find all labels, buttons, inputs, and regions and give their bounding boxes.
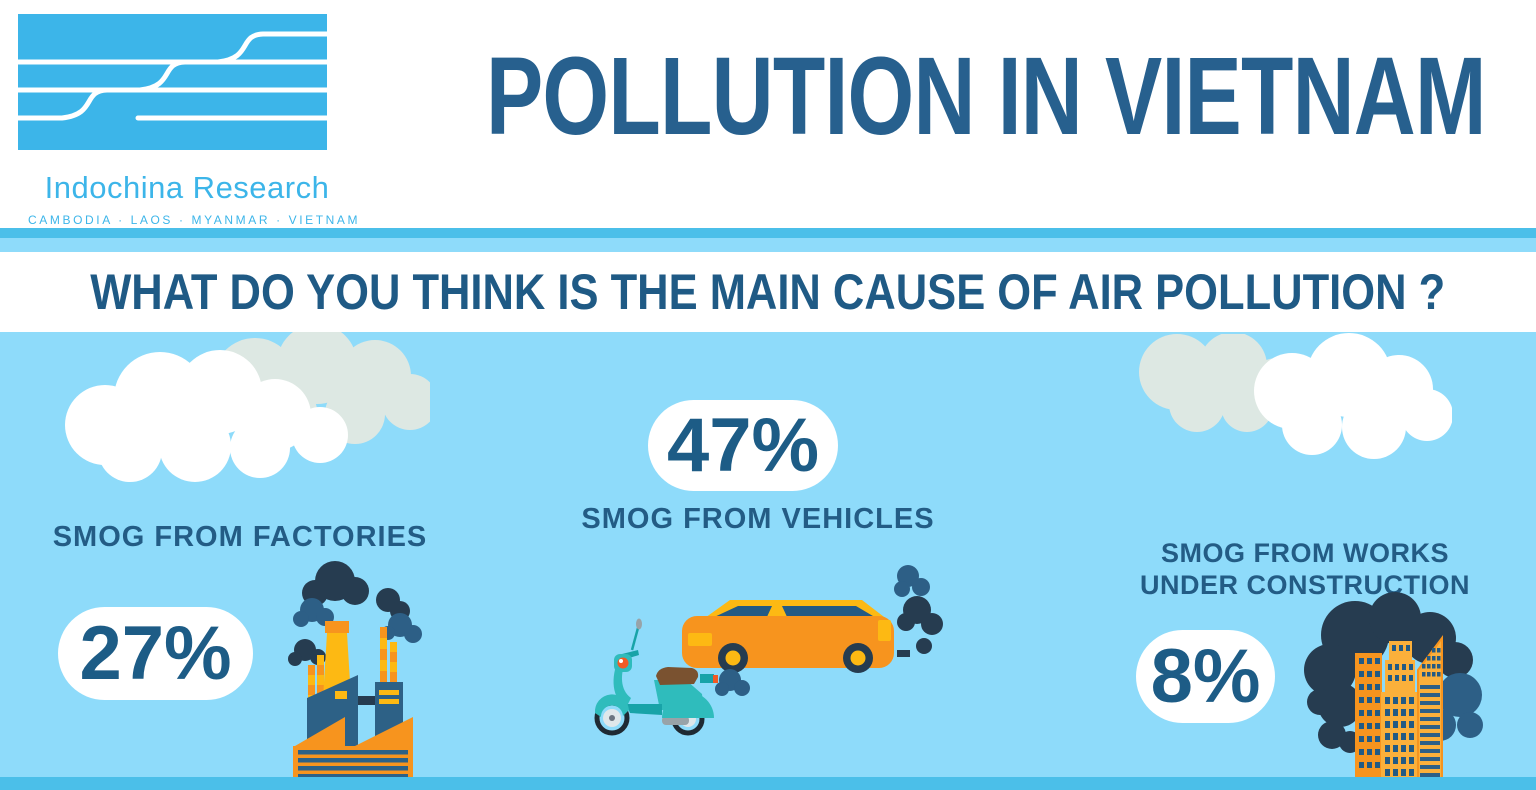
cloud-white-right-icon [1254,333,1452,459]
factories-value: 27% [79,611,232,696]
vehicles-smog-icon [594,565,943,736]
factories-value-badge: 27% [58,607,253,700]
brand-countries: CAMBODIA · LAOS · MYANMAR · VIETNAM [28,213,361,227]
construction-value-badge: 8% [1136,630,1275,723]
question-band: WHAT DO YOU THINK IS THE MAIN CAUSE OF A… [0,252,1536,332]
vehicles-value-badge: 47% [648,400,838,491]
footer-bar [0,777,1536,790]
header-divider [0,228,1536,238]
brand-name: Indochina Research [44,170,330,205]
construction-smog-icon [1304,592,1483,781]
header: Indochina Research CAMBODIA · LAOS · MYA… [0,0,1536,228]
question-text: WHAT DO YOU THINK IS THE MAIN CAUSE OF A… [90,264,1446,320]
construction-value: 8% [1150,634,1261,719]
page-title: POLLUTION IN VIETNAM [485,35,1486,158]
factory-smog-icon [288,561,422,779]
waves-icon [15,14,330,150]
logo: Indochina Research CAMBODIA · LAOS · MYA… [15,14,358,227]
cloud-white-left-icon [65,350,348,482]
vehicles-label: SMOG FROM VEHICLES [581,503,935,535]
factories-label: SMOG FROM FACTORIES [52,521,428,553]
construction-label: SMOG FROM WORKS UNDER CONSTRUCTION [1125,538,1485,602]
construction-label-line2: UNDER CONSTRUCTION [1140,569,1470,600]
construction-label-line1: SMOG FROM WORKS [1161,538,1449,568]
vehicles-value: 47% [666,403,820,488]
